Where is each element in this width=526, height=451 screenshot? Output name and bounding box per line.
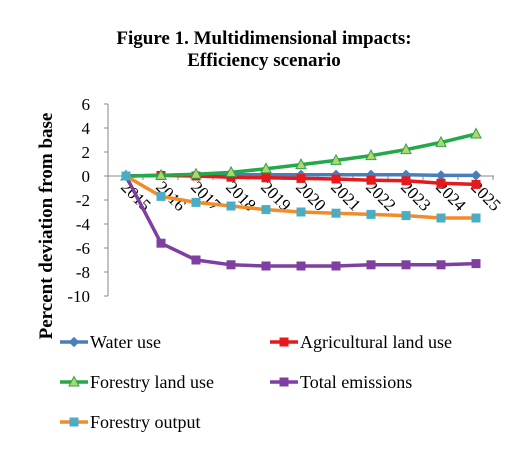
data-point: [435, 135, 447, 147]
data-point: [366, 209, 376, 219]
data-point: [261, 261, 271, 271]
legend-swatch-marker: [69, 417, 79, 427]
y-tick-label: 6: [82, 95, 91, 114]
series-forestry-land-use: [120, 127, 482, 181]
legend-swatch-marker: [68, 375, 80, 387]
legend-item: Agricultural land use: [270, 332, 452, 352]
series-lines: [120, 127, 482, 271]
legend-item: Forestry output: [60, 412, 201, 432]
legend-label: Agricultural land use: [300, 332, 452, 352]
data-point: [330, 153, 342, 165]
data-point: [331, 208, 341, 218]
y-tick-label: -8: [76, 263, 90, 282]
legend-label: Forestry output: [90, 412, 201, 432]
data-point: [471, 259, 481, 269]
data-point: [331, 261, 341, 271]
legend-swatch-marker: [68, 336, 80, 348]
data-point: [261, 173, 271, 183]
data-point: [225, 165, 237, 177]
data-point: [471, 213, 481, 223]
legend-swatch-marker: [279, 337, 289, 347]
y-tick-label: -2: [76, 191, 90, 210]
data-point: [400, 143, 412, 155]
data-point: [260, 162, 272, 174]
data-point: [401, 176, 411, 186]
legend-label: Forestry land use: [90, 372, 214, 392]
data-point: [470, 127, 482, 139]
y-axis-label: Percent deviation from base: [36, 113, 57, 340]
data-point: [366, 260, 376, 270]
chart-title-line-2: Efficiency scenario: [187, 50, 341, 71]
data-point: [191, 255, 201, 265]
data-point: [401, 211, 411, 221]
legend-item: Water use: [60, 332, 161, 352]
data-point: [296, 207, 306, 217]
data-point: [436, 178, 446, 188]
y-tick-label: 2: [82, 143, 91, 162]
data-point: [436, 260, 446, 270]
legend-label: Water use: [90, 332, 161, 352]
data-point: [365, 149, 377, 161]
legend: Water use Agricultural land use Forestry l…: [60, 332, 452, 432]
data-point: [121, 171, 131, 181]
y-tick-label: -6: [76, 239, 90, 258]
legend-label: Total emissions: [300, 372, 412, 392]
data-point: [261, 205, 271, 215]
data-point: [401, 260, 411, 270]
y-tick-label: -4: [76, 215, 91, 234]
legend-item: Total emissions: [270, 372, 412, 392]
data-point: [156, 191, 166, 201]
legend-item: Forestry land use: [60, 372, 214, 392]
y-tick-label: 0: [82, 167, 91, 186]
data-point: [436, 213, 446, 223]
data-point: [226, 201, 236, 211]
y-tick-label: 4: [82, 119, 91, 138]
y-axis: 6 4 2 0 -2 -4 -6 -8 -10: [67, 95, 109, 306]
data-point: [156, 238, 166, 248]
data-point: [191, 197, 201, 207]
x-tick-label: 2017: [187, 177, 225, 215]
data-point: [471, 179, 481, 189]
y-tick-label: -10: [67, 287, 90, 306]
series-forestry-output: [121, 171, 481, 223]
data-point: [331, 174, 341, 184]
chart-title-line-1: Figure 1. Multidimensional impacts:: [116, 28, 411, 49]
legend-swatch-marker: [279, 377, 289, 387]
data-point: [226, 260, 236, 270]
data-point: [366, 175, 376, 185]
data-point: [295, 158, 307, 170]
data-point: [155, 168, 167, 180]
data-point: [190, 167, 202, 179]
data-point: [296, 173, 306, 183]
data-point: [296, 261, 306, 271]
series-total-emissions: [121, 171, 481, 271]
